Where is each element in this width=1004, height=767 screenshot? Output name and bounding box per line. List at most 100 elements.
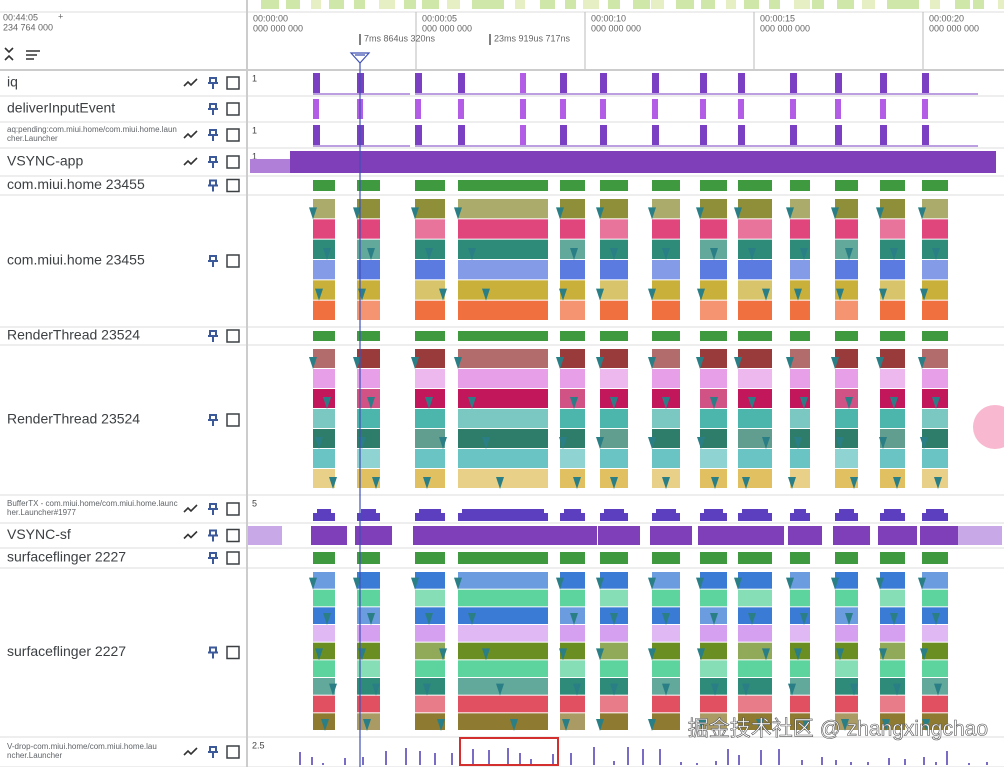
checkbox[interactable] <box>226 551 240 565</box>
instant <box>841 719 849 731</box>
buffer-area <box>313 509 335 521</box>
slice <box>313 199 335 219</box>
slice <box>922 429 948 448</box>
instant <box>890 613 898 625</box>
checkbox[interactable] <box>226 178 240 193</box>
slice <box>835 331 858 341</box>
slice <box>458 125 465 145</box>
overview-block <box>701 0 715 9</box>
instant <box>372 477 380 489</box>
instant <box>794 648 802 661</box>
instant <box>482 288 490 301</box>
instant <box>786 577 794 590</box>
instant <box>468 397 476 409</box>
slice <box>790 589 810 607</box>
instant <box>710 248 718 260</box>
pin-icon[interactable] <box>208 179 218 192</box>
slice <box>357 409 380 428</box>
instant <box>353 577 361 590</box>
slice <box>313 660 335 677</box>
pin-icon[interactable] <box>208 552 218 564</box>
slice <box>458 449 548 468</box>
slice <box>415 349 445 368</box>
checkbox[interactable] <box>226 76 240 90</box>
slice <box>922 73 929 93</box>
buffer-area <box>357 509 380 521</box>
slice <box>922 180 948 191</box>
slice <box>922 695 948 713</box>
slice <box>700 349 727 368</box>
instant <box>934 477 942 489</box>
pin-icon[interactable] <box>208 129 218 141</box>
slice <box>600 589 628 607</box>
vsync <box>248 526 282 545</box>
slice <box>560 449 585 468</box>
slice <box>415 429 445 448</box>
checkbox[interactable] <box>226 413 240 427</box>
slice <box>880 199 905 219</box>
pin-icon[interactable] <box>208 77 218 89</box>
checkbox[interactable] <box>226 254 240 268</box>
chart-icon[interactable] <box>183 157 198 166</box>
slice <box>415 642 445 660</box>
pin-icon[interactable] <box>208 330 218 342</box>
slice <box>652 642 680 660</box>
checkbox[interactable] <box>226 528 240 543</box>
slice <box>560 125 567 145</box>
overview-block <box>837 0 854 9</box>
instant <box>411 207 419 220</box>
checkbox[interactable] <box>226 128 240 142</box>
slice <box>700 369 727 388</box>
slice <box>790 469 810 488</box>
overview-block <box>676 0 694 9</box>
slice <box>600 660 628 677</box>
instant <box>648 648 656 661</box>
overview-block <box>769 0 780 9</box>
instant <box>468 613 476 625</box>
pin-icon[interactable] <box>208 529 218 542</box>
chart-icon[interactable] <box>183 504 198 513</box>
sort[interactable] <box>26 50 40 60</box>
slice <box>738 409 772 428</box>
slice <box>738 695 772 713</box>
overview-block <box>379 0 395 9</box>
pin-icon[interactable] <box>208 103 218 115</box>
scale-label: 2.5 <box>252 740 265 750</box>
checkbox[interactable] <box>226 102 240 116</box>
slice <box>415 219 445 239</box>
chart-icon[interactable] <box>183 530 198 540</box>
chart-icon[interactable] <box>183 747 198 756</box>
instant <box>510 719 518 731</box>
track-label: deliverInputEvent <box>7 100 115 116</box>
chart-icon[interactable] <box>183 78 198 87</box>
instant <box>411 577 419 590</box>
tick-time: 00:00:05 <box>422 13 457 23</box>
slice <box>560 369 585 388</box>
slice <box>415 572 445 589</box>
instant <box>570 397 578 409</box>
slice <box>922 349 948 368</box>
slice <box>600 552 628 564</box>
pin-icon[interactable] <box>208 414 218 426</box>
instant <box>845 397 853 409</box>
slice <box>652 552 680 564</box>
checkbox[interactable] <box>226 155 240 169</box>
checkbox[interactable] <box>226 645 240 660</box>
slice <box>458 349 548 368</box>
translate-bubble[interactable] <box>973 405 1004 449</box>
instant <box>648 577 656 590</box>
chart-icon[interactable] <box>183 130 198 139</box>
instant <box>367 397 375 409</box>
checkbox[interactable] <box>226 502 240 516</box>
pin-icon[interactable] <box>208 503 218 515</box>
pin-icon[interactable] <box>208 255 218 267</box>
collapse-all[interactable] <box>4 47 14 61</box>
pin-icon[interactable] <box>208 646 218 659</box>
pin-icon[interactable] <box>208 746 218 758</box>
checkbox[interactable] <box>226 329 240 343</box>
instant <box>648 719 656 731</box>
instant <box>596 357 604 369</box>
slice <box>560 349 585 368</box>
checkbox[interactable] <box>226 745 240 759</box>
pin-icon[interactable] <box>208 156 218 168</box>
